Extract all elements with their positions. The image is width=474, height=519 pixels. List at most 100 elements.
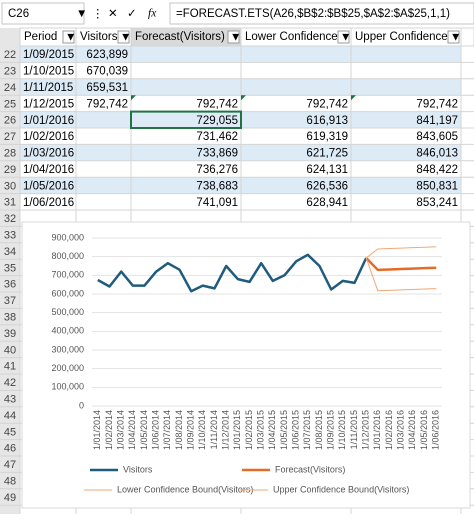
y-tick-label: 600,000 [51,288,84,298]
x-tick-label: 1/06/2016 [431,410,441,450]
filter-arrow: ▼ [230,32,241,44]
row-number: 27 [4,131,16,143]
series-line [365,257,437,272]
row-number: 48 [4,476,16,488]
y-tick-label: 100,000 [51,382,84,392]
row-number: 31 [4,197,16,209]
formula-input[interactable] [169,2,474,25]
filter-arrow: ▼ [450,32,461,44]
x-tick-label: 1/02/2016 [384,410,394,450]
row-header-col [0,46,20,514]
x-tick-label: 1/01/2016 [372,410,382,450]
row-number: 28 [4,148,16,160]
row-number: 29 [4,164,16,176]
corner [0,28,20,46]
cell: 619,319 [306,131,348,143]
row-number: 26 [4,115,16,127]
x-tick-label: 1/02/2015 [244,410,254,450]
cell: 628,941 [306,197,348,209]
filter-button[interactable] [227,30,240,44]
row-number: 32 [4,213,16,225]
header-text: Forecast(Visitors) [135,31,225,43]
legend-label: Forecast(Visitors) [275,464,345,474]
y-tick-label: 400,000 [51,326,84,336]
row-number: 44 [4,410,16,422]
cell: 733,869 [196,148,238,160]
cell: 1/12/2015 [23,98,74,110]
name-box-dropdown[interactable]: ▼ [76,8,87,20]
row-number: 36 [4,279,16,291]
x-tick-label: 1/04/2014 [127,410,137,450]
cell: 736,276 [196,164,238,176]
x-tick-label: 1/04/2015 [267,410,277,450]
x-tick-label: 1/10/2014 [197,410,207,450]
x-tick-label: 1/05/2016 [419,410,429,450]
series-line [365,246,437,259]
error-indicator [351,95,356,101]
x-tick-label: 1/12/2014 [221,410,231,450]
y-tick-label: 500,000 [51,307,84,317]
x-tick-label: 1/01/2014 [92,410,102,450]
cell: 1/03/2016 [23,148,74,160]
x-tick-label: 1/06/2014 [151,410,161,450]
cell: 846,013 [416,148,458,160]
row-number: 41 [4,361,16,373]
row-number: 42 [4,377,16,389]
name-box-text: C26 [8,8,29,20]
header-text: Upper Confidence [355,31,448,43]
row-number: 22 [4,49,16,61]
x-tick-label: 1/07/2015 [302,410,312,450]
filter-button[interactable] [62,30,75,44]
cell: 848,422 [416,164,458,176]
y-tick-label: 900,000 [51,232,84,242]
row-number: 45 [4,426,16,438]
x-tick-label: 1/09/2014 [186,410,196,450]
y-tick-label: 300,000 [51,344,84,354]
cell: 1/05/2016 [23,180,74,192]
cell: 741,091 [196,197,238,209]
filter-arrow: ▼ [65,32,76,44]
x-tick-label: 1/11/2014 [209,410,219,449]
cell: 621,725 [306,148,348,160]
series-line [97,253,368,293]
header-text: Period [24,31,57,43]
enter-button[interactable]: ✓ [127,8,137,20]
cell: 626,536 [306,180,348,192]
row-number: 34 [4,246,16,258]
x-tick-label: 1/03/2014 [116,410,126,450]
x-tick-label: 1/05/2015 [279,410,289,450]
x-tick-label: 1/01/2015 [232,410,242,450]
formula-text: =FORECAST.ETS(A26,$B$2:$B$25,$A$2:$A$25,… [176,8,450,20]
y-tick-label: 0 [79,400,84,410]
cancel-button[interactable]: ✕ [108,8,118,20]
cell: 1/06/2016 [23,197,74,209]
x-tick-label: 1/07/2014 [162,410,172,450]
chart-area [21,221,471,509]
header-text: Lower Confidence [245,31,338,43]
name-box[interactable] [1,2,85,25]
filter-button[interactable] [447,30,460,44]
y-tick-label: 700,000 [51,270,84,280]
legend-label: Lower Confidence Bound(Visitors) [117,484,253,494]
x-tick-label: 1/11/2015 [349,410,359,449]
insert-function[interactable]: fx [148,8,157,20]
filter-button[interactable] [337,30,350,44]
cell: 841,197 [416,115,458,127]
row-number: 33 [4,230,16,242]
cell: 1/10/2015 [23,66,74,78]
row-number: 30 [4,180,16,192]
cell: 616,913 [306,115,348,127]
x-tick-label: 1/08/2015 [314,410,324,450]
x-tick-label: 1/10/2015 [337,410,347,450]
row-number: 38 [4,312,16,324]
cell: 843,605 [416,131,458,143]
filter-arrow: ▼ [340,32,351,44]
row-number: 23 [4,66,16,78]
cell: 1/11/2015 [23,82,73,94]
cell: 850,831 [416,180,458,192]
cell: 670,039 [86,66,128,78]
filter-button[interactable] [117,30,130,44]
cell: 731,462 [196,131,238,143]
cell: 853,241 [416,197,458,209]
